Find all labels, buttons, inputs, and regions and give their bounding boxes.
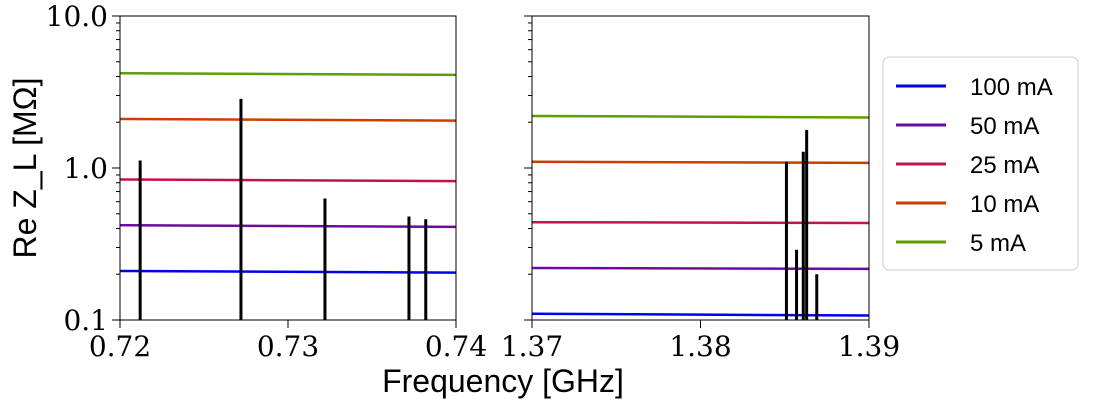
threshold-line-10-ma: [119, 117, 457, 122]
y-tick-label: 0.1: [63, 304, 108, 337]
x-tick-label: 0.72: [89, 330, 151, 363]
threshold-line-25-ma: [531, 220, 870, 225]
x-tick-label: 1.37: [501, 330, 563, 363]
legend-label: 100 mA: [970, 74, 1053, 101]
legend-frame: [882, 56, 1079, 271]
x-axis-label: Frequency [GHz]: [382, 363, 624, 399]
threshold-line-100-ma: [119, 269, 457, 274]
x-tick-label: 1.38: [669, 330, 731, 363]
plot-frame: [119, 15, 457, 321]
y-tick-label: 1.0: [63, 152, 108, 185]
threshold-line-100-ma: [531, 312, 870, 317]
threshold-line-25-ma: [119, 178, 457, 183]
threshold-line-10-ma: [531, 160, 870, 165]
y-tick-label: 10.0: [46, 0, 108, 33]
panel-right: 1.37 1.38 1.39: [501, 15, 900, 363]
legend-label: 25 mA: [970, 152, 1039, 179]
threshold-line-50-ma: [119, 224, 457, 229]
y-axis-label: Re Z_L [MΩ]: [7, 78, 43, 259]
x-tick-label: 0.73: [257, 330, 319, 363]
plot-frame: [531, 15, 870, 321]
legend-label: 5 mA: [970, 230, 1026, 257]
x-tick-label: 1.39: [838, 330, 900, 363]
threshold-line-50-ma: [531, 266, 870, 271]
legend-label: 50 mA: [970, 113, 1039, 140]
legend-label: 10 mA: [970, 191, 1039, 218]
panel-left: 0.1 1.0 10.0 0.72 0.73 0.74: [46, 0, 488, 363]
x-tick-label: 0.74: [425, 330, 487, 363]
threshold-line-5-ma: [119, 72, 457, 77]
legend: 100 mA 50 mA 25 mA 10 mA 5 mA: [882, 56, 1079, 271]
threshold-line-5-ma: [531, 114, 870, 119]
